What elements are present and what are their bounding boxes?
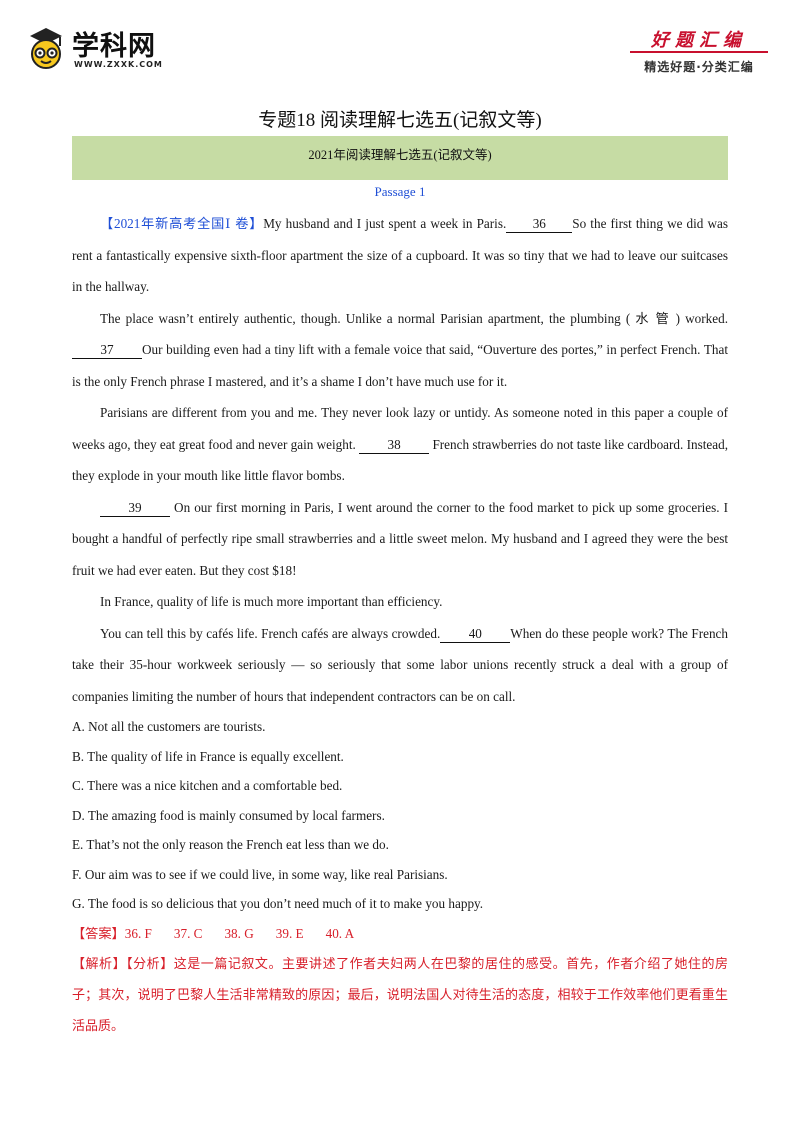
answer-item: 37. C xyxy=(173,925,203,941)
options-list: A. Not all the customers are tourists. B… xyxy=(72,712,728,919)
source-label: 【2021年新高考全国Ⅰ 卷】 xyxy=(100,216,264,231)
paragraph-text: My husband and I just spent a week in Pa… xyxy=(263,216,507,231)
option-item: B. The quality of life in France is equa… xyxy=(72,748,344,764)
blank-37: 37 xyxy=(72,342,142,359)
mascot-icon xyxy=(30,28,62,69)
paragraph-text: The place wasn’t entirely authentic, tho… xyxy=(100,310,728,326)
paragraph-text: Our building even had a tiny lift with a… xyxy=(72,342,728,389)
paragraph-text: Parisians are different from you and me.… xyxy=(72,405,728,452)
answer-item: 40. A xyxy=(325,925,355,941)
blank-40: 40 xyxy=(440,626,511,643)
paragraph-text: French strawberries do not taste like ca… xyxy=(72,436,728,484)
zxxk-logo: 学科网 WWW.ZXXK.COM xyxy=(24,22,184,78)
subtitle-band: 2021年阅读理解七选五(记叙文等) xyxy=(72,136,728,180)
blank-38: 38 xyxy=(359,437,430,454)
option-item: F. Our aim was to see if we could live, … xyxy=(72,866,448,882)
option-item: E. That’s not the only reason the French… xyxy=(72,837,389,852)
brand-divider xyxy=(630,51,768,53)
logo-text: 学科网 xyxy=(72,31,156,62)
answer-item: 36. F xyxy=(124,925,152,941)
brand-badge: 好题汇编 精选好题·分类汇编 xyxy=(624,26,774,78)
answer-label: 【答案】 xyxy=(72,925,125,941)
option-item: D. The amazing food is mainly consumed b… xyxy=(72,807,385,823)
brand-bottom-text: 精选好题·分类汇编 xyxy=(644,60,754,74)
subtitle: 2021年阅读理解七选五(记叙文等) xyxy=(308,148,492,162)
paragraph-1: 【2021年新高考全国Ⅰ 卷】My husband and I just spe… xyxy=(72,208,728,303)
blank-36: 36 xyxy=(506,216,573,233)
brand-top-text: 好题汇编 xyxy=(651,30,747,51)
paragraph-text: You can tell this by cafés life. French … xyxy=(100,625,441,641)
paragraph-text: On our first morning in Paris, I went ar… xyxy=(72,499,728,578)
analysis-text: 【解析】【分析】这是一篇记叙文。主要讲述了作者夫妇两人在巴黎的居住的感受。首先，… xyxy=(72,956,728,1034)
paragraph-3: Parisians are different from you and me.… xyxy=(72,397,728,492)
paragraph-2: The place wasn’t entirely authentic, tho… xyxy=(72,303,728,398)
paragraph-text: In France, quality of life is much more … xyxy=(100,594,443,609)
paragraph-5: In France, quality of life is much more … xyxy=(72,586,728,618)
option-item: G. The food is so delicious that you don… xyxy=(72,896,484,911)
page-title: 专题18 阅读理解七选五(记叙文等) xyxy=(258,110,542,131)
answer-item: 38. G xyxy=(224,925,254,941)
paragraph-4: 39 On our first morning in Paris, I went… xyxy=(72,492,728,587)
option-item: C. There was a nice kitchen and a comfor… xyxy=(72,778,343,793)
page-header: 学科网 WWW.ZXXK.COM 好题汇编 精选好题·分类汇编 xyxy=(0,0,800,90)
logo-url: WWW.ZXXK.COM xyxy=(74,60,163,69)
paragraph-6: You can tell this by cafés life. French … xyxy=(72,618,728,713)
paragraph-text: So the first thing we did was rent a fan… xyxy=(72,216,728,294)
passage-title: Passage 1 xyxy=(374,184,426,199)
option-item: A. Not all the customers are tourists. xyxy=(72,719,266,734)
blank-39: 39 xyxy=(100,500,170,517)
answer-line: 【答案】36. F 37. C 38. G 39. E 40. A xyxy=(72,919,728,949)
answer-item: 39. E xyxy=(275,925,304,941)
paragraph-text: When do these people work? The French ta… xyxy=(72,625,728,704)
passage-content: 【2021年新高考全国Ⅰ 卷】My husband and I just spe… xyxy=(72,208,728,1042)
